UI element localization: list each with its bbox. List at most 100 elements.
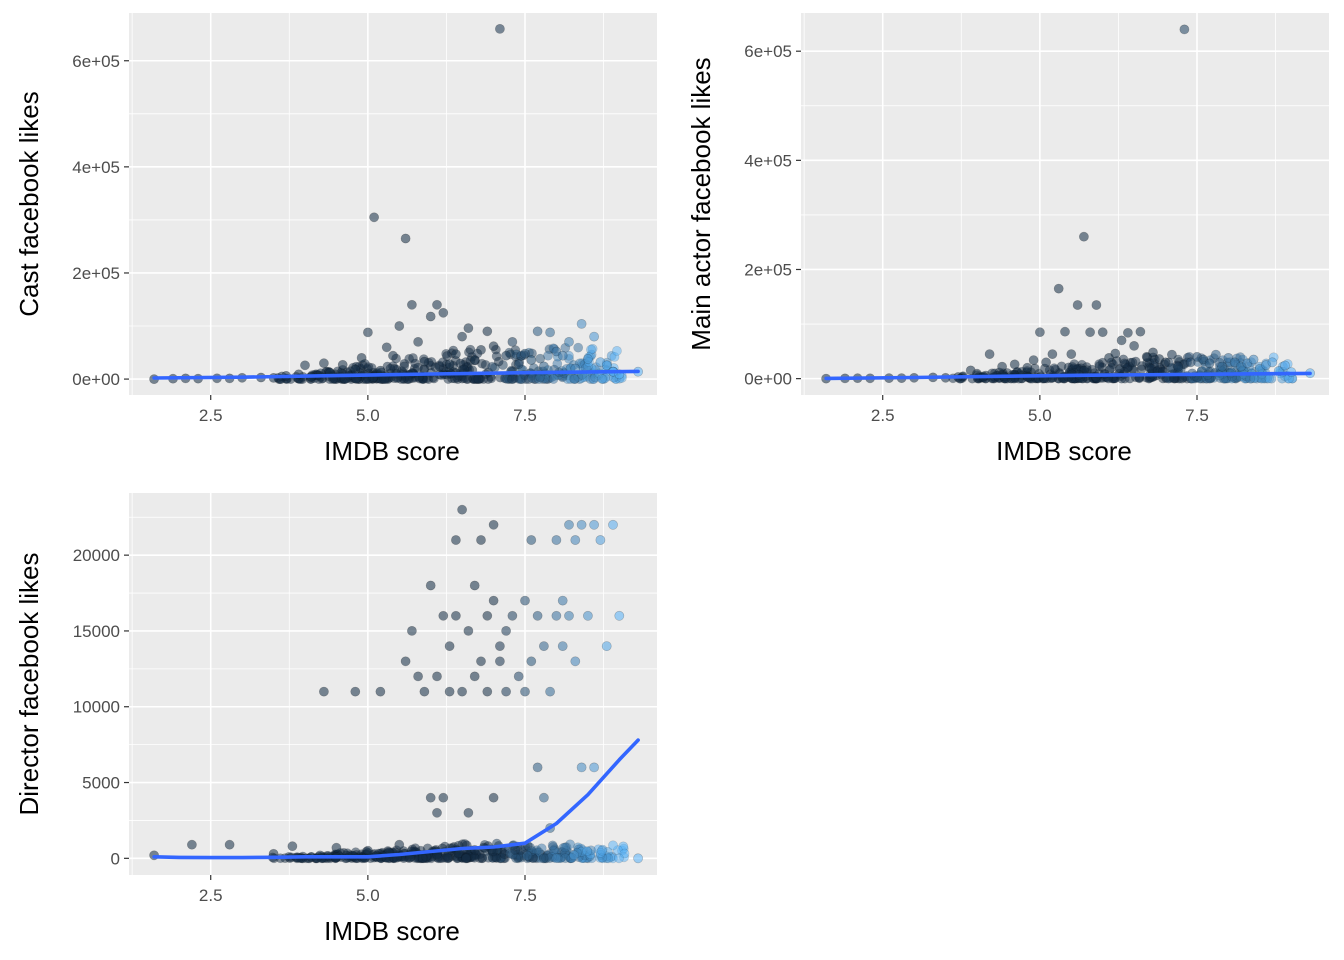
- scatter-point-filler: [412, 362, 423, 373]
- scatter-point: [356, 352, 367, 363]
- scatter-point-filler: [461, 853, 471, 864]
- scatter-point-filler: [399, 361, 410, 372]
- scatter-point: [419, 686, 430, 697]
- scatter-point: [463, 807, 474, 818]
- scatter-point: [501, 350, 511, 361]
- scatter-point-filler: [511, 853, 521, 864]
- scatter-point: [601, 641, 612, 651]
- scatter-point: [1060, 326, 1070, 337]
- scatter-point: [362, 845, 373, 856]
- scatter-point: [432, 299, 442, 310]
- scatter-point: [1179, 24, 1190, 35]
- x-tick-label: 2.5: [199, 886, 223, 905]
- x-tick-label: 5.0: [1028, 406, 1052, 425]
- scatter-point: [482, 686, 493, 697]
- scatter-point: [381, 342, 392, 353]
- scatter-point-filler: [506, 374, 517, 384]
- scatter-point: [444, 359, 455, 370]
- scatter-point-filler: [1069, 359, 1080, 369]
- scatter-point: [488, 595, 499, 606]
- y-tick-label: 10000: [73, 698, 120, 717]
- scatter-point: [1129, 340, 1139, 351]
- scatter-point: [406, 626, 417, 636]
- scatter-point: [570, 535, 581, 545]
- x-tick-label: 5.0: [356, 886, 380, 905]
- scatter-point: [331, 842, 342, 853]
- scatter-point: [425, 792, 436, 803]
- scatter-point: [532, 610, 543, 621]
- scatter-point-filler: [582, 846, 592, 857]
- scatter-point-filler: [614, 853, 624, 864]
- scatter-point: [589, 331, 599, 342]
- scatter-point: [507, 610, 518, 621]
- scatter-point-filler: [569, 374, 580, 384]
- scatter-point: [520, 348, 530, 359]
- scatter-point: [576, 519, 587, 530]
- scatter-point: [494, 656, 505, 667]
- scatter-point: [520, 686, 530, 697]
- x-axis-title: IMDB score: [324, 436, 460, 466]
- y-tick-label: 4e+05: [72, 158, 120, 177]
- scatter-point-filler: [483, 852, 494, 863]
- scatter-point-filler: [560, 842, 570, 853]
- scatter-point: [595, 535, 606, 545]
- scatter-point: [513, 359, 524, 370]
- scatter-point-filler: [612, 345, 622, 356]
- panel-1: 2.5 5.0 7.5 0e+00 2e+05 4e+05 6e+05 IMDB score C…: [14, 13, 657, 466]
- scatter-point: [337, 359, 348, 370]
- scatter-point: [318, 686, 329, 697]
- scatter-point: [1217, 361, 1227, 372]
- scatter-point: [608, 519, 618, 530]
- scatter-point: [1072, 300, 1083, 310]
- y-tick-label: 20000: [73, 546, 120, 565]
- scatter-point: [463, 323, 474, 333]
- scatter-point: [1167, 349, 1177, 360]
- scatter-point: [318, 358, 329, 369]
- scatter-point: [583, 353, 593, 364]
- scatter-point-filler: [1114, 364, 1125, 375]
- scatter-point: [1211, 349, 1221, 360]
- scatter-point: [369, 212, 379, 223]
- x-axis-title: IMDB score: [996, 436, 1132, 466]
- scatter-point: [438, 792, 449, 803]
- y-tick-label: 0e+00: [744, 370, 792, 389]
- scatter-point: [413, 671, 423, 682]
- scatter-point: [457, 331, 467, 342]
- scatter-point: [513, 671, 524, 682]
- scatter-point: [186, 839, 197, 850]
- y-tick-label: 0e+00: [72, 370, 120, 389]
- scatter-point: [526, 656, 537, 667]
- smooth-trend-line: [152, 369, 640, 380]
- scatter-point: [450, 610, 461, 621]
- scatter-point: [432, 671, 442, 682]
- scatter-point: [1079, 231, 1089, 242]
- scatter-point-filler: [1127, 357, 1138, 368]
- scatter-point-filler: [522, 850, 533, 861]
- y-tick-label: 2e+05: [744, 260, 792, 279]
- scatter-point: [419, 356, 430, 367]
- scatter-point: [1022, 362, 1033, 373]
- scatter-point-filler: [1119, 358, 1130, 369]
- scatter-point: [469, 671, 480, 682]
- scatter-point-filler: [473, 374, 484, 384]
- scatter-point: [400, 233, 411, 244]
- scatter-point: [394, 839, 405, 850]
- scatter-point: [300, 360, 310, 371]
- scatter-point-filler: [385, 363, 396, 374]
- scatter-point: [438, 307, 449, 318]
- scatter-point-filler: [465, 344, 476, 355]
- scatter-point: [545, 686, 555, 697]
- scatter-point: [564, 610, 574, 621]
- scatter-point: [1097, 327, 1108, 338]
- scatter-point: [570, 656, 581, 667]
- scatter-point: [526, 355, 537, 365]
- scatter-point: [614, 610, 625, 621]
- scatter-point: [545, 327, 555, 338]
- scatter-point: [1204, 358, 1215, 369]
- scatter-point: [539, 641, 549, 651]
- scatter-point-filler: [573, 342, 584, 353]
- scatter-point: [488, 519, 499, 530]
- scatter-point: [1041, 357, 1051, 368]
- scatter-point-filler: [363, 362, 374, 372]
